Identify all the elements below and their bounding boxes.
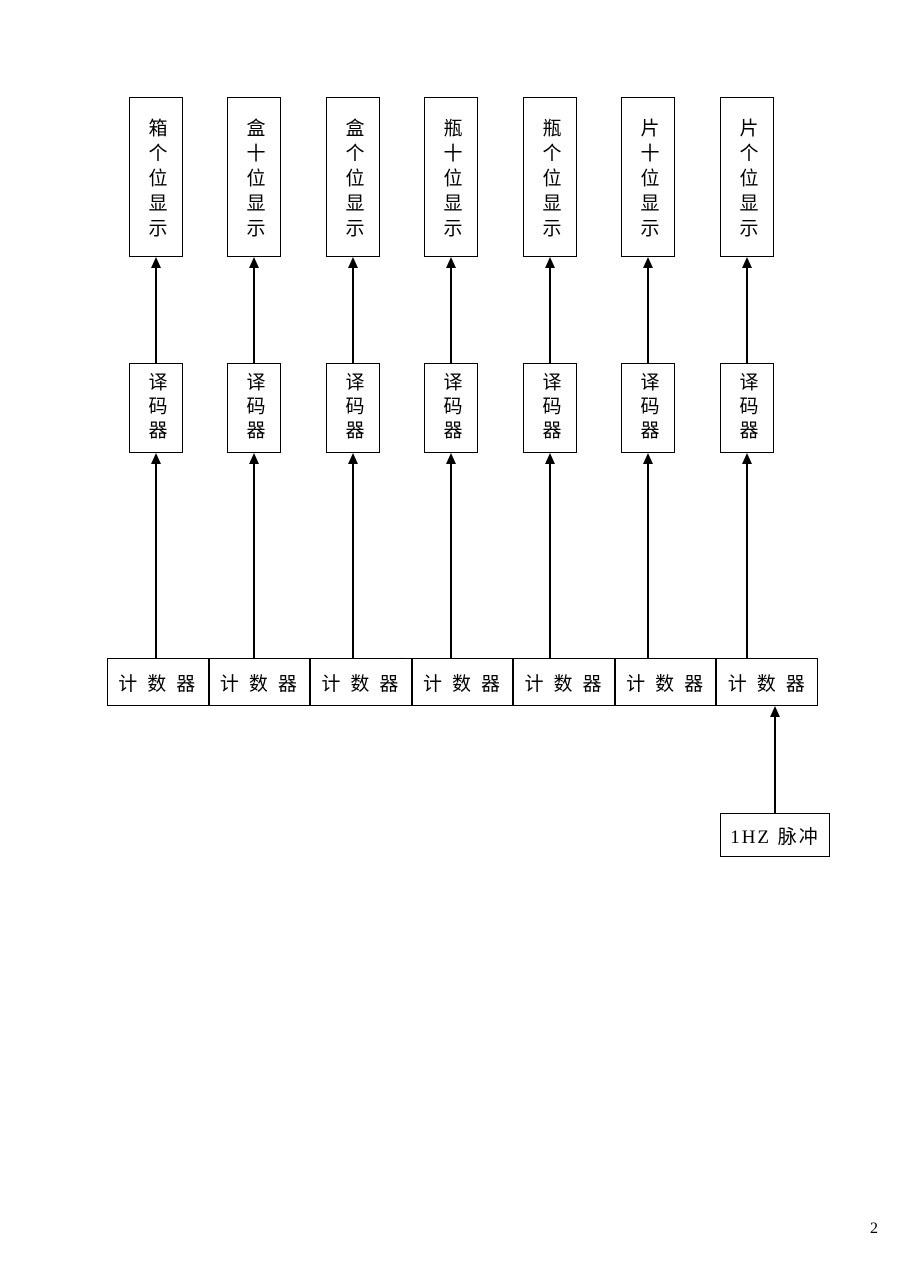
decoder-box-3: 译码器: [424, 363, 478, 453]
arrow-pulse-cnt-line: [774, 716, 776, 813]
arrow-cnt-dec-4-line: [549, 463, 551, 658]
display-box-4: 瓶个位显示: [523, 97, 577, 257]
arrow-dec-disp-4-line: [549, 267, 551, 363]
display-box-5: 片十位显示: [621, 97, 675, 257]
arrow-dec-disp-3-head: [446, 257, 456, 268]
arrow-cnt-dec-1-head: [249, 453, 259, 464]
decoder-box-4: 译码器: [523, 363, 577, 453]
counter-box-4: 计数器: [513, 658, 615, 706]
arrow-cnt-dec-2-line: [352, 463, 354, 658]
arrow-cnt-dec-2-head: [348, 453, 358, 464]
page-number: 2: [870, 1220, 878, 1238]
arrow-cnt-dec-5-line: [647, 463, 649, 658]
arrow-dec-disp-2-head: [348, 257, 358, 268]
arrow-dec-disp-3-line: [450, 267, 452, 363]
display-box-6: 片个位显示: [720, 97, 774, 257]
counter-box-2: 计数器: [310, 658, 412, 706]
counter-box-1: 计数器: [209, 658, 311, 706]
arrow-dec-disp-6-line: [746, 267, 748, 363]
arrow-dec-disp-4-head: [545, 257, 555, 268]
arrow-dec-disp-5-head: [643, 257, 653, 268]
display-box-2: 盒个位显示: [326, 97, 380, 257]
arrow-dec-disp-6-head: [742, 257, 752, 268]
arrow-dec-disp-1-head: [249, 257, 259, 268]
decoder-box-2: 译码器: [326, 363, 380, 453]
arrow-dec-disp-0-line: [155, 267, 157, 363]
arrow-dec-disp-0-head: [151, 257, 161, 268]
arrow-pulse-cnt-head: [770, 706, 780, 717]
arrow-cnt-dec-5-head: [643, 453, 653, 464]
decoder-box-6: 译码器: [720, 363, 774, 453]
decoder-box-5: 译码器: [621, 363, 675, 453]
decoder-box-1: 译码器: [227, 363, 281, 453]
arrow-dec-disp-2-line: [352, 267, 354, 363]
arrow-dec-disp-1-line: [253, 267, 255, 363]
display-box-1: 盒十位显示: [227, 97, 281, 257]
counter-box-0: 计数器: [107, 658, 209, 706]
counter-box-6: 计数器: [716, 658, 818, 706]
arrow-cnt-dec-0-line: [155, 463, 157, 658]
arrow-cnt-dec-4-head: [545, 453, 555, 464]
arrow-dec-disp-5-line: [647, 267, 649, 363]
arrow-cnt-dec-0-head: [151, 453, 161, 464]
decoder-box-0: 译码器: [129, 363, 183, 453]
pulse-box: 1HZ 脉冲: [720, 813, 830, 857]
display-box-3: 瓶十位显示: [424, 97, 478, 257]
display-box-0: 箱个位显示: [129, 97, 183, 257]
arrow-cnt-dec-6-line: [746, 463, 748, 658]
arrow-cnt-dec-1-line: [253, 463, 255, 658]
counter-box-5: 计数器: [615, 658, 717, 706]
arrow-cnt-dec-6-head: [742, 453, 752, 464]
arrow-cnt-dec-3-head: [446, 453, 456, 464]
arrow-cnt-dec-3-line: [450, 463, 452, 658]
counter-box-3: 计数器: [412, 658, 514, 706]
